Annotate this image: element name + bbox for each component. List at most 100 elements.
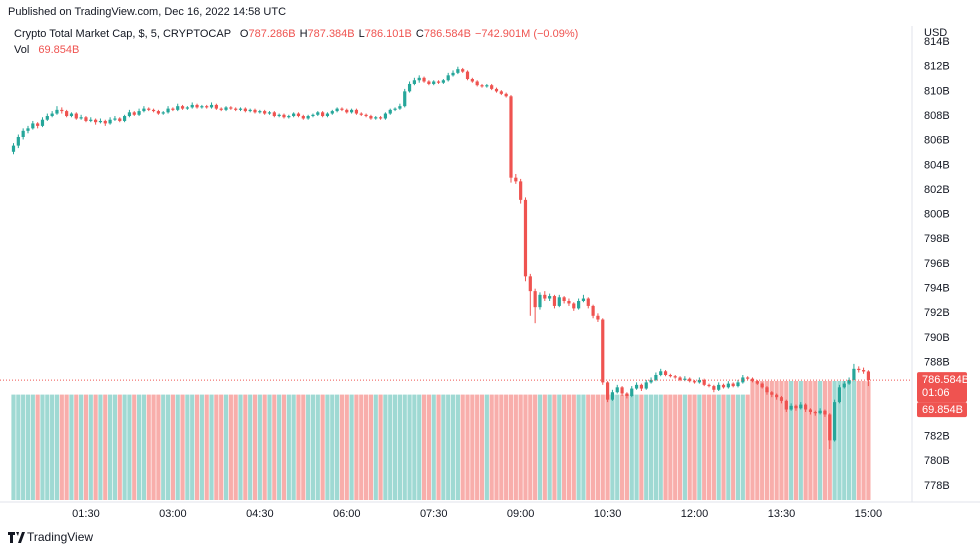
- volume-bar: [542, 394, 547, 500]
- volume-bar: [779, 381, 784, 500]
- candle-body: [688, 378, 692, 382]
- candle-body: [451, 72, 455, 76]
- candle-body: [475, 81, 479, 86]
- candle-body: [866, 371, 871, 381]
- candle-body: [301, 116, 305, 119]
- volume-bar: [378, 394, 383, 500]
- volume-bar: [702, 394, 707, 500]
- volume-bar: [648, 394, 654, 500]
- candle-body: [794, 405, 798, 409]
- candle-body: [214, 104, 218, 109]
- volume-bar: [798, 381, 803, 500]
- candle-body: [103, 120, 107, 124]
- ohlc-label: C: [416, 28, 424, 40]
- volume-bar: [368, 394, 374, 500]
- volume-bar: [165, 394, 171, 500]
- volume-bar: [204, 394, 209, 500]
- volume-bar: [421, 394, 427, 500]
- x-tick-label: 15:00: [855, 508, 883, 520]
- candle-body: [296, 113, 301, 117]
- volume-bar: [320, 394, 325, 500]
- volume-bar: [562, 394, 567, 500]
- candle-body: [523, 199, 528, 277]
- candle-body: [818, 410, 822, 414]
- volume-bar: [591, 394, 596, 500]
- candle-body: [267, 112, 272, 114]
- candle-body: [750, 378, 755, 382]
- candle-body: [499, 91, 503, 94]
- volume-bar: [673, 394, 678, 500]
- logo: [8, 532, 25, 543]
- volume-bar: [11, 394, 16, 500]
- volume-bar: [494, 394, 499, 500]
- volume-bar: [262, 394, 267, 500]
- volume-bar: [354, 394, 359, 500]
- candle-body: [779, 397, 784, 401]
- candle-body: [736, 382, 740, 387]
- volume-bar: [803, 381, 808, 500]
- x-tick-label: 13:30: [768, 508, 796, 520]
- candle-body: [60, 109, 64, 112]
- candle-body: [702, 379, 706, 385]
- volume-bar: [745, 394, 750, 500]
- candle-body: [799, 404, 803, 409]
- candle-body: [548, 296, 552, 299]
- y-tick-label: 778B: [924, 480, 950, 492]
- volume-bar: [151, 394, 156, 500]
- candle-body: [784, 400, 788, 410]
- volume-bar: [286, 394, 291, 500]
- candle-body: [190, 104, 194, 108]
- volume-bar: [417, 394, 422, 500]
- candle-body: [108, 119, 112, 124]
- volume-bar: [190, 394, 195, 500]
- candle-body: [596, 315, 600, 320]
- candle-body: [243, 108, 247, 112]
- candle-body: [94, 119, 98, 123]
- volume-bar: [846, 381, 852, 500]
- volume-bar: [740, 394, 745, 500]
- volume-bar: [619, 394, 625, 500]
- candle-body: [31, 123, 35, 129]
- candle-body: [398, 106, 402, 109]
- candle-body: [350, 109, 354, 113]
- candle-body: [552, 296, 557, 306]
- candle-body: [330, 111, 334, 114]
- candle-body: [180, 106, 185, 109]
- candle-body: [325, 113, 330, 117]
- volume-bar: [523, 394, 528, 500]
- volume-bar: [238, 394, 243, 500]
- volume-bar: [658, 394, 663, 500]
- candle-body: [639, 384, 643, 389]
- volume-bar: [595, 394, 601, 500]
- candle-body: [456, 69, 460, 73]
- candle-body: [113, 118, 117, 120]
- candle-body: [581, 298, 586, 301]
- volume-bar: [40, 394, 45, 500]
- volume-bar: [93, 394, 98, 500]
- candle-body: [26, 128, 30, 131]
- candle-body: [668, 374, 672, 377]
- candle-body: [692, 381, 697, 383]
- ohlc-label: L: [359, 28, 365, 40]
- candle-body: [562, 297, 566, 301]
- volume-bar: [402, 394, 407, 500]
- x-tick-label: 12:00: [681, 508, 709, 520]
- volume-bar: [508, 394, 514, 500]
- candle-body: [663, 371, 668, 375]
- volume-bar: [711, 394, 716, 500]
- volume-bar: [117, 394, 122, 500]
- candle-body: [185, 107, 189, 109]
- volume-bar: [475, 394, 480, 500]
- x-tick-label: 09:00: [507, 508, 535, 520]
- volume-bar: [310, 394, 316, 500]
- y-tick-label: 782B: [924, 431, 950, 443]
- candle-body: [649, 379, 653, 383]
- volume-bar: [79, 394, 84, 500]
- y-tick-label: 806B: [924, 135, 950, 147]
- volume-legend: Vol 69.854B: [14, 44, 79, 56]
- symbol: Crypto Total Market Cap, $, 5, CRYPTOCAP: [14, 28, 231, 40]
- volume-bar: [537, 394, 543, 500]
- candle-body: [69, 113, 74, 117]
- volume-bar: [668, 394, 673, 500]
- candle-body: [465, 71, 470, 80]
